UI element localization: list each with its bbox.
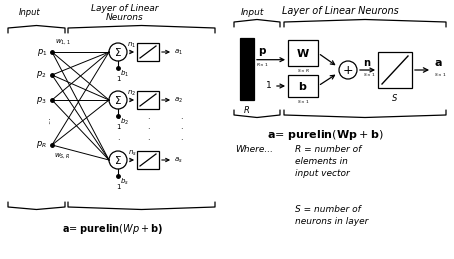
Text: $\Sigma$: $\Sigma$ (114, 47, 122, 59)
Text: ·
·
·: · · · (117, 115, 119, 145)
Text: $_{S\times 1}$: $_{S\times 1}$ (363, 72, 376, 79)
Bar (137, 91, 159, 109)
Text: $\mathbf{W}$: $\mathbf{W}$ (296, 47, 310, 59)
Text: ·
·
·: · · · (180, 115, 183, 145)
Text: 1: 1 (116, 184, 120, 190)
Text: Layer of Linear Neurons: Layer of Linear Neurons (281, 6, 398, 16)
Text: Neurons: Neurons (106, 13, 144, 22)
Text: $\Sigma$: $\Sigma$ (114, 155, 122, 167)
Circle shape (109, 43, 127, 61)
Bar (288, 40, 318, 66)
Text: $p_3$: $p_3$ (36, 95, 47, 105)
Text: $b_2$: $b_2$ (120, 117, 129, 127)
Text: Layer of Linear: Layer of Linear (91, 4, 159, 13)
Text: $\mathbf{a}$= $\mathbf{purelin}$$(\mathbf{W}\mathbf{p}+\mathbf{b})$: $\mathbf{a}$= $\mathbf{purelin}$$(\mathb… (267, 128, 383, 142)
Text: ·
·
·: · · · (147, 115, 149, 145)
Text: $p_R$: $p_R$ (36, 140, 47, 150)
Text: $\mathbf{b}$: $\mathbf{b}$ (298, 80, 308, 92)
Bar (137, 151, 159, 169)
Text: $n_1$: $n_1$ (128, 41, 137, 50)
Bar (137, 43, 159, 61)
Circle shape (339, 61, 357, 79)
Text: $a_1$: $a_1$ (174, 47, 183, 57)
Text: S = number of
neurons in layer: S = number of neurons in layer (295, 205, 368, 226)
Bar (240, 38, 254, 100)
Text: $w_{1,1}$: $w_{1,1}$ (55, 37, 71, 46)
Text: $\bf{a}$= $\bf{purelin}$$(Wp+\bf{b})$: $\bf{a}$= $\bf{purelin}$$(Wp+\bf{b})$ (63, 222, 163, 236)
Text: $n_s$: $n_s$ (128, 149, 137, 158)
Text: $R$: $R$ (243, 104, 251, 115)
Text: $S$: $S$ (391, 92, 399, 103)
Text: $b_s$: $b_s$ (120, 177, 129, 187)
Text: $p_2$: $p_2$ (36, 69, 47, 81)
Circle shape (109, 151, 127, 169)
Text: 1: 1 (266, 82, 272, 90)
Text: $a_s$: $a_s$ (174, 155, 183, 165)
Text: $\mathbf{p}$: $\mathbf{p}$ (257, 46, 266, 58)
Text: 1: 1 (116, 124, 120, 130)
Text: $b_1$: $b_1$ (120, 69, 129, 79)
Bar (378, 52, 412, 88)
Text: $_{S\times 1}$: $_{S\times 1}$ (297, 99, 309, 106)
Text: R = number of
elements in
input vector: R = number of elements in input vector (295, 145, 361, 178)
Text: Where...: Where... (235, 145, 273, 154)
Text: $w_{S,R}$: $w_{S,R}$ (54, 151, 70, 160)
Text: $a_2$: $a_2$ (174, 95, 183, 105)
Text: $_{S\times R}$: $_{S\times R}$ (296, 68, 310, 75)
Text: Input: Input (240, 8, 264, 17)
Text: Input: Input (19, 8, 41, 17)
Text: $\mathbf{a}$: $\mathbf{a}$ (434, 58, 443, 68)
Text: $_{S\times 1}$: $_{S\times 1}$ (434, 72, 447, 79)
Text: +: + (343, 64, 353, 77)
Circle shape (109, 91, 127, 109)
Text: ...: ... (44, 116, 53, 124)
Text: $n_2$: $n_2$ (128, 89, 137, 98)
Text: $\Sigma$: $\Sigma$ (114, 95, 122, 106)
Text: $\mathbf{n}$: $\mathbf{n}$ (363, 58, 372, 68)
Text: $_{R\times 1}$: $_{R\times 1}$ (256, 62, 268, 69)
Text: 1: 1 (116, 76, 120, 82)
Text: $p_1$: $p_1$ (36, 47, 47, 57)
Bar (288, 75, 318, 97)
